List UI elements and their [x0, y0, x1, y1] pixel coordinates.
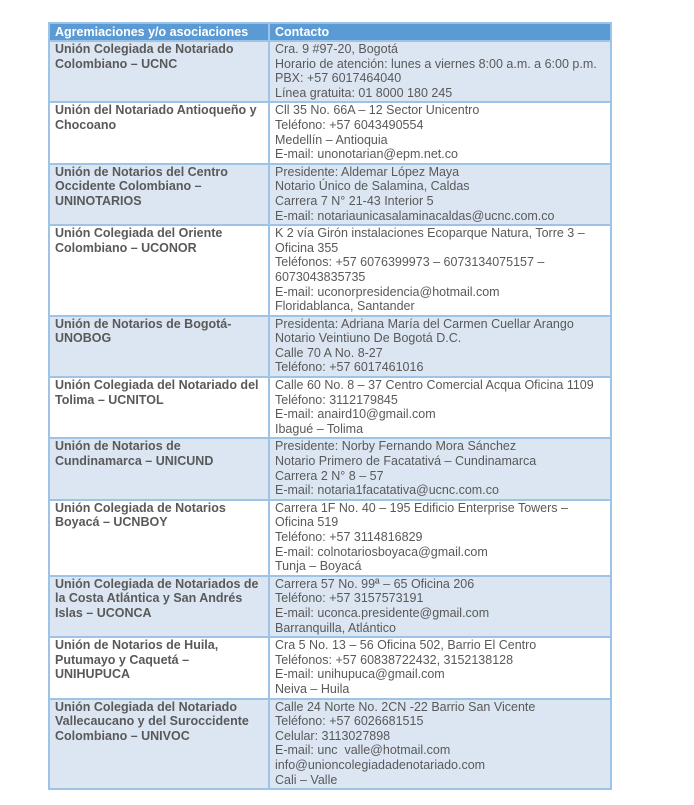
contact-line: Horario de atención: lunes a viernes 8:0… — [275, 56, 597, 71]
association-name: Unión Colegiada de Notarios Boyacá – UCN… — [48, 498, 270, 577]
table-row: Unión Colegiada de Notariado Colombiano … — [48, 39, 612, 104]
association-name: Unión Colegiada de Notariados de la Cost… — [48, 574, 270, 639]
contact-line: E-mail: uconorpresidencia@hotmail.com — [275, 284, 500, 299]
table-row: Unión de Notarios de Cundinamarca – UNIC… — [48, 437, 612, 501]
contact-line: K 2 vía Girón instalaciones Ecoparque Na… — [275, 226, 589, 255]
contact-line: info@unioncolegiadadenotariado.com — [275, 757, 486, 772]
contact-cell: K 2 vía Girón instalaciones Ecoparque Na… — [268, 224, 612, 317]
association-name: Unión Colegiada del Oriente Colombiano –… — [48, 224, 270, 317]
table-header-row: Agremiaciones y/o asociaciones Contacto — [48, 22, 612, 42]
table-row: Unión del Notariado Antioqueño y Chocoan… — [48, 101, 612, 165]
contact-line: Carrera 57 No. 99ª – 65 Oficina 206 — [275, 576, 475, 591]
contact-line: Línea gratuita: 01 8000 180 245 — [275, 85, 453, 100]
table-row: Unión de Notarios de Huila, Putumayo y C… — [48, 636, 612, 700]
association-name: Unión de Notarios del Centro Occidente C… — [48, 162, 270, 227]
contact-line: Tunja – Boyacá — [275, 559, 362, 574]
contact-line: E-mail: unc valle@hotmail.com — [275, 743, 451, 758]
contact-line: Presidenta: Adriana María del Carmen Cue… — [275, 316, 574, 331]
contact-line: Floridablanca, Santander — [275, 299, 415, 314]
contact-line: Medellín – Antioquia — [275, 132, 388, 147]
contact-line: Barranquilla, Atlántico — [275, 620, 396, 635]
association-name: Unión Colegiada del Notariado del Tolima… — [48, 376, 270, 440]
contact-line: Notario Único de Salamina, Caldas — [275, 179, 470, 194]
contact-line: E-mail: unihupuca@gmail.com — [275, 667, 445, 682]
table-row: Unión Colegiada de Notarios Boyacá – UCN… — [48, 498, 612, 577]
association-name: Unión de Notarios de Bogotá- UNOBOG — [48, 314, 270, 379]
contact-line: Teléfono: +57 3114816829 — [275, 530, 423, 544]
contact-line: Calle 60 No. 8 – 37 Centro Comercial Acq… — [275, 378, 594, 393]
contact-line: Calle 70 A No. 8-27 — [275, 345, 383, 360]
contact-line: E-mail: unonotarian@epm.net.co — [275, 147, 458, 162]
contact-cell: Calle 24 Norte No. 2CN -22 Barrio San Vi… — [268, 697, 612, 791]
contact-line: Cra 5 No. 13 – 56 Oficina 502, Barrio El… — [275, 638, 537, 653]
contact-cell: Cll 35 No. 66A – 12 Sector Unicentro Telé… — [268, 101, 612, 165]
contact-cell: Carrera 1F No. 40 – 195 Edificio Enterpr… — [268, 498, 612, 577]
table-row: Unión de Notarios de Bogotá- UNOBOG Presi… — [48, 314, 612, 379]
contact-line: E-mail: anaird10@gmail.com — [275, 407, 436, 422]
contact-line: Calle 24 Norte No. 2CN -22 Barrio San Vi… — [275, 699, 536, 714]
contact-line: E-mail: notariaunicasalaminacaldas@ucnc.… — [275, 208, 555, 223]
contact-cell: Presidente: Norby Fernando Mora Sánchez N… — [268, 437, 612, 501]
contact-cell: Carrera 57 No. 99ª – 65 Oficina 206 Teléf… — [268, 574, 612, 639]
contact-line: Presidente: Norby Fernando Mora Sánchez — [275, 439, 517, 454]
contact-line: Neiva – Huila — [275, 681, 350, 696]
contact-line: E-mail: uconca.presidente@gmail.com — [275, 605, 490, 620]
contact-line: E-mail: colnotariosboyaca@gmail.com — [275, 544, 488, 559]
contact-line: Teléfonos: +57 6076399973 – 607313407515… — [275, 255, 548, 284]
contact-line: Teléfono: 3112179845 — [275, 392, 398, 407]
associations-table: Agremiaciones y/o asociaciones Contacto … — [48, 22, 612, 791]
contact-line: Carrera 1F No. 40 – 195 Edificio Enterpr… — [275, 500, 572, 530]
contact-cell: Calle 60 No. 8 – 37 Centro Comercial Acq… — [268, 376, 612, 440]
table-row: Unión de Notarios del Centro Occidente C… — [48, 162, 612, 227]
contact-line: Cll 35 No. 66A – 12 Sector Unicentro — [275, 103, 480, 118]
contact-line: PBX: +57 6017464040 — [275, 71, 402, 86]
contact-cell: Cra. 9 #97-20, Bogotá Horario de atención… — [268, 39, 612, 104]
association-name: Unión de Notarios de Huila, Putumayo y C… — [48, 636, 270, 700]
contact-cell: Presidenta: Adriana María del Carmen Cue… — [268, 314, 612, 379]
contact-line: Cra. 9 #97-20, Bogotá — [275, 42, 398, 56]
contact-line: Ibagué – Tolima — [275, 421, 364, 436]
header-contact: Contacto — [268, 22, 612, 42]
contact-line: Notario Veintiuno De Bogotá D.C. — [275, 331, 462, 346]
association-name: Unión del Notariado Antioqueño y Chocoan… — [48, 101, 270, 165]
table-row: Unión Colegiada de Notariados de la Cost… — [48, 574, 612, 639]
association-name: Unión Colegiada del Notariado Vallecauca… — [48, 697, 270, 791]
header-associations: Agremiaciones y/o asociaciones — [48, 22, 270, 42]
table-row: Unión Colegiada del Notariado Vallecauca… — [48, 697, 612, 791]
contact-line: Teléfono: +57 3157573191 — [275, 591, 424, 606]
contact-line: Carrera 7 N° 21-43 Interior 5 — [275, 193, 434, 208]
association-name: Unión de Notarios de Cundinamarca – UNIC… — [48, 437, 270, 501]
contact-line: Teléfono: +57 6026681515 — [275, 714, 424, 729]
contact-line: Cali – Valle — [275, 772, 338, 787]
contact-line: Notario Primero de Facatativá – Cundinam… — [275, 454, 537, 469]
contact-line: Presidente: Aldemar López Maya — [275, 164, 460, 179]
table-row: Unión Colegiada del Oriente Colombiano –… — [48, 224, 612, 317]
contact-line: Teléfonos: +57 60838722432, 3152138128 — [275, 652, 514, 667]
contact-line: Carrera 2 N° 8 – 57 — [275, 468, 384, 483]
association-name: Unión Colegiada de Notariado Colombiano … — [48, 39, 270, 104]
contact-line: Teléfono: +57 6017461016 — [275, 360, 424, 375]
contact-line: Celular: 3113027898 — [275, 728, 391, 743]
contact-cell: Presidente: Aldemar López Maya Notario Ún… — [268, 162, 612, 227]
contact-line: Teléfono: +57 6043490554 — [275, 117, 424, 132]
contact-cell: Cra 5 No. 13 – 56 Oficina 502, Barrio El… — [268, 636, 612, 700]
contact-line: E-mail: notaria1facatativa@ucnc.com.co — [275, 483, 499, 498]
table-row: Unión Colegiada del Notariado del Tolima… — [48, 376, 612, 440]
